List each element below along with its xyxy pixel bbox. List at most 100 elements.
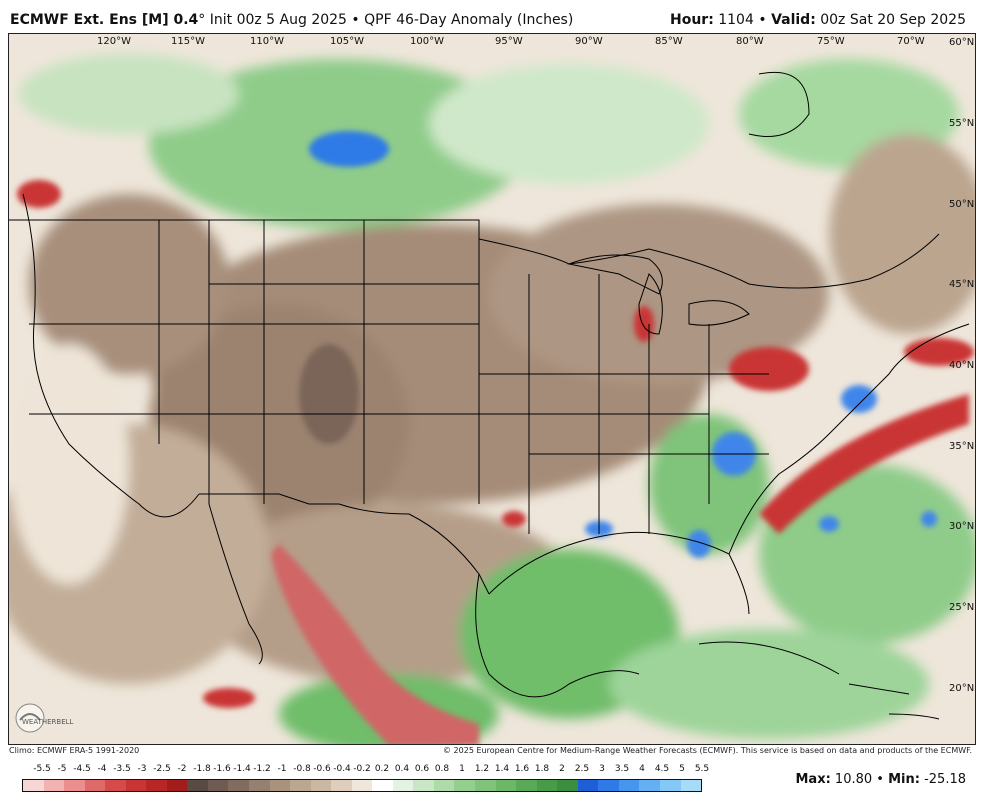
scale-swatch [618, 780, 640, 791]
max-label: Max: [795, 772, 831, 787]
stats-separator: • [872, 772, 889, 787]
scale-swatch [125, 780, 147, 791]
scale-label: 1.8 [534, 764, 550, 774]
scale-label: 0.4 [394, 764, 410, 774]
min-value: -25.18 [919, 772, 966, 787]
scale-label: -0.6 [313, 764, 331, 774]
scale-label: 4.5 [654, 764, 670, 774]
valid-value: 00z Sat 20 Sep 2025 [815, 12, 966, 28]
lat-label: 30°N [949, 521, 974, 532]
product-name: QPF 46-Day Anomaly (Inches) [364, 12, 574, 28]
max-min-stats: Max: 10.80 • Min: -25.18 [796, 772, 967, 787]
scale-swatch [249, 780, 270, 791]
init-time: Init 00z 5 Aug 2025 [205, 12, 347, 28]
lat-label: 40°N [949, 360, 974, 371]
scale-swatch [331, 780, 352, 791]
scale-label: 3.5 [614, 764, 630, 774]
scale-swatch [475, 780, 496, 791]
lon-label: 90°W [575, 36, 603, 47]
lon-label: 105°W [330, 36, 364, 47]
scale-label: -4.5 [73, 764, 91, 774]
lon-label: 75°W [817, 36, 845, 47]
map-title: ECMWF Ext. Ens [M] 0.4° Init 00z 5 Aug 2… [10, 12, 573, 28]
scale-swatch [64, 780, 85, 791]
scale-label: -5 [57, 764, 67, 774]
hour-label: Hour: [669, 12, 714, 28]
lon-label: 110°W [250, 36, 284, 47]
scale-swatch [290, 780, 311, 791]
degree-symbol: ° [198, 12, 206, 28]
lat-label: 20°N [949, 683, 974, 694]
scale-swatch [105, 780, 126, 791]
scale-label: 1.2 [474, 764, 490, 774]
lat-label: 50°N [949, 199, 974, 210]
max-value: 10.80 [830, 772, 873, 787]
scale-labels: -5.5 -5 -4.5 -4 -3.5 -3 -2.5 -2 -1.8 -1.6 -1.4 -1.2… [22, 764, 709, 778]
scale-swatch [351, 780, 373, 791]
lon-label: 115°W [171, 36, 205, 47]
scale-label: -1 [277, 764, 287, 774]
hour-value: 1104 [713, 12, 754, 28]
scale-swatch [454, 780, 476, 791]
lon-label: 85°W [655, 36, 683, 47]
lon-label: 80°W [736, 36, 764, 47]
scale-swatch [187, 780, 208, 791]
scale-label: -0.4 [333, 764, 351, 774]
scale-label: -4 [97, 764, 107, 774]
scale-label: 2 [559, 764, 565, 774]
scale-label: 2.5 [574, 764, 590, 774]
climo-note: Climo: ECMWF ERA-5 1991-2020 [9, 746, 140, 755]
scale-swatch [680, 780, 702, 791]
scale-label: 4 [639, 764, 645, 774]
latitude-labels: 60°N 55°N 50°N 45°N 40°N 35°N 30°N 25°N … [949, 37, 974, 694]
scale-swatch [269, 780, 291, 791]
valid-time: Hour: 1104 • Valid: 00z Sat 20 Sep 2025 [670, 12, 966, 28]
anomaly-extremes [17, 131, 974, 744]
copyright-note: © 2025 European Centre for Medium-Range … [443, 746, 972, 755]
scale-swatch [433, 780, 455, 791]
scale-label: 0.2 [374, 764, 390, 774]
lon-label: 100°W [410, 36, 444, 47]
valid-separator: • [753, 12, 772, 28]
us-canada-border [9, 219, 480, 239]
scale-label: 3 [599, 764, 605, 774]
lon-label: 95°W [495, 36, 523, 47]
scale-label: 5 [679, 764, 685, 774]
scale-label: 0.6 [414, 764, 430, 774]
scale-swatch [639, 780, 660, 791]
title-separator: • [346, 12, 365, 28]
lat-label: 25°N [949, 602, 974, 613]
lat-label: 55°N [949, 118, 974, 129]
scale-swatch [659, 780, 681, 791]
map-panel[interactable]: 120°W 115°W 110°W 105°W 100°W 95°W 90°W … [8, 33, 976, 745]
scale-swatch [43, 780, 65, 791]
scale-swatch [146, 780, 167, 791]
scale-label: -2.5 [153, 764, 171, 774]
min-label: Min: [888, 772, 920, 787]
scale-label: -1.8 [193, 764, 211, 774]
scale-label: -2 [177, 764, 187, 774]
scale-label: -3.5 [113, 764, 131, 774]
scale-label: -3 [137, 764, 147, 774]
lon-label: 70°W [897, 36, 925, 47]
model-name: ECMWF Ext. Ens [M] 0.4 [10, 12, 199, 28]
valid-label: Valid: [771, 12, 816, 28]
lon-label: 120°W [97, 36, 131, 47]
scale-swatch [166, 780, 188, 791]
anomaly-map: 120°W 115°W 110°W 105°W 100°W 95°W 90°W … [9, 34, 975, 744]
scale-label: -0.2 [353, 764, 371, 774]
scale-swatch [23, 780, 44, 791]
lat-label: 60°N [949, 37, 974, 48]
scale-swatch [577, 780, 599, 791]
scale-label: -1.6 [213, 764, 231, 774]
scale-swatch [228, 780, 250, 791]
lat-label: 35°N [949, 441, 974, 452]
scale-swatch [372, 780, 393, 791]
scale-label: 1.6 [514, 764, 530, 774]
borders [9, 71, 970, 720]
scale-label: -5.5 [33, 764, 51, 774]
scale-bar [22, 779, 702, 792]
color-scale: -5.5 -5 -4.5 -4 -3.5 -3 -2.5 -2 -1.8 -1.6 -1.4 -1.2… [22, 764, 709, 794]
scale-swatch [598, 780, 619, 791]
lat-label: 45°N [949, 279, 974, 290]
